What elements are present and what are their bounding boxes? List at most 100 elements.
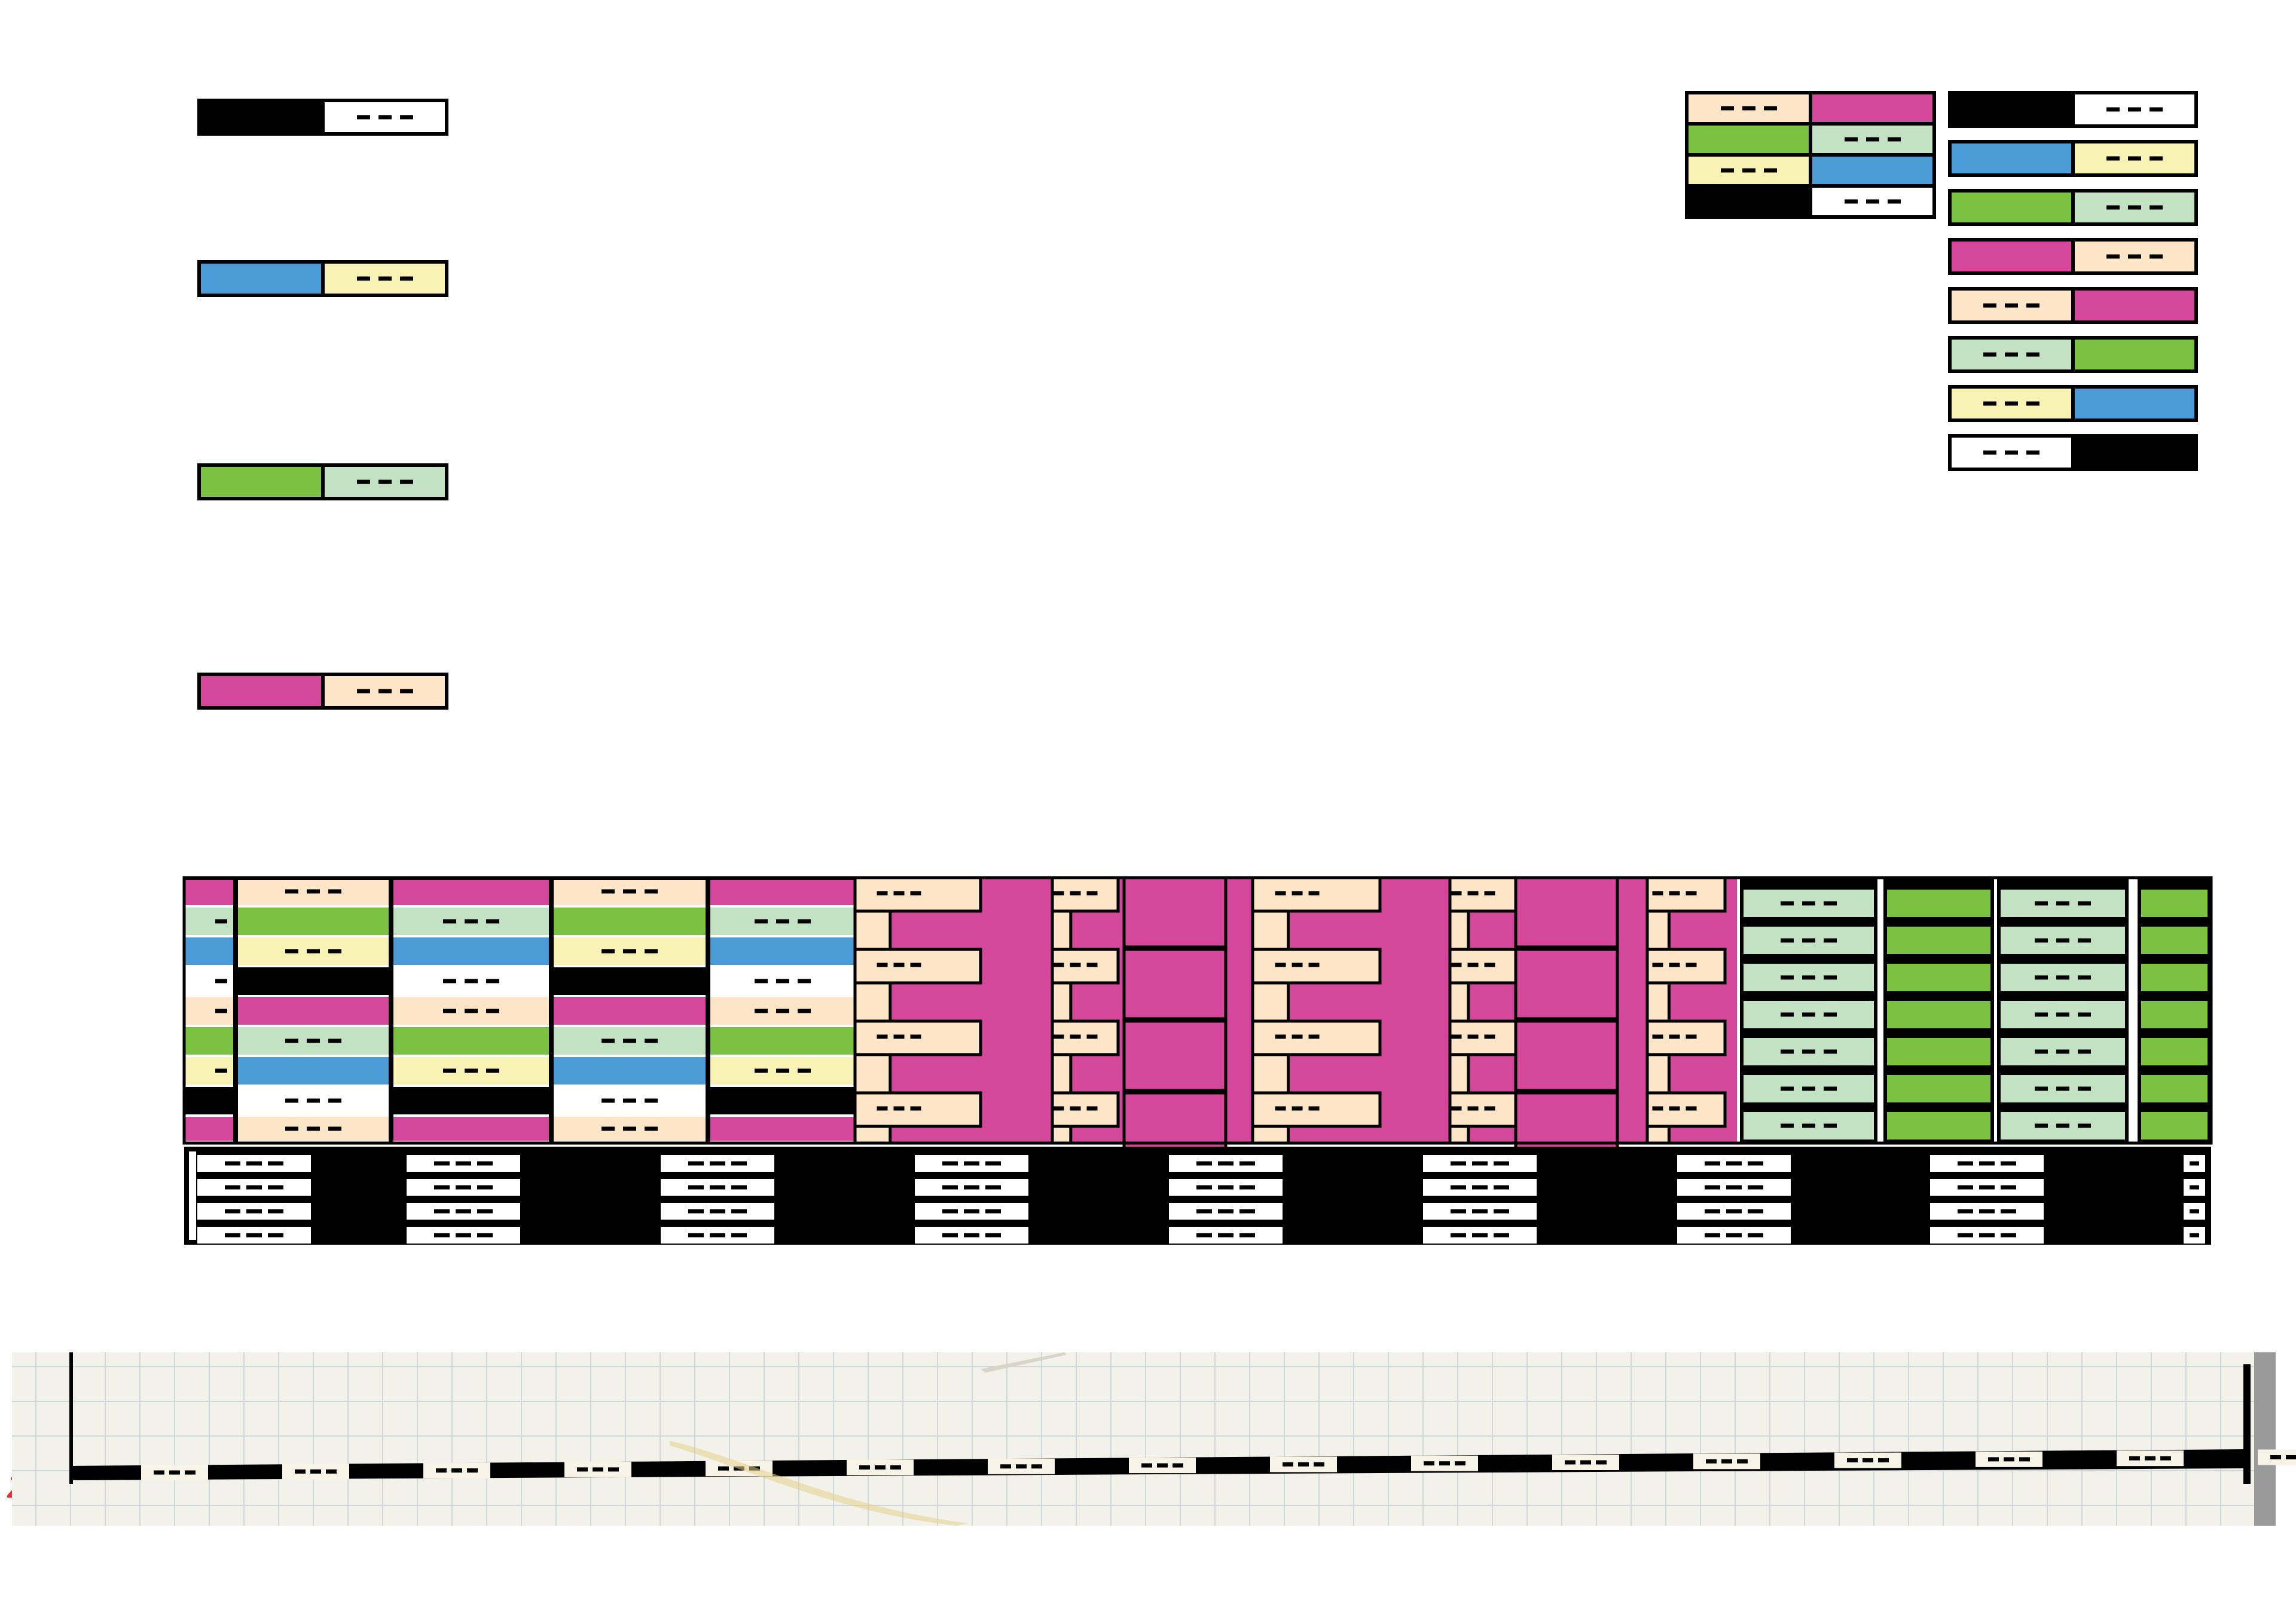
- dashed-swatch: [2071, 143, 2194, 173]
- stripe-cell: [184, 937, 233, 965]
- dash-mark: [798, 1009, 811, 1013]
- solid-swatch: [201, 467, 321, 497]
- dash-mark: [964, 1161, 979, 1166]
- dash-mark: [2078, 1049, 2091, 1054]
- zigzag-step: [1645, 1125, 1671, 1145]
- dash-mark: [268, 1209, 283, 1214]
- dash-mark: [1669, 1106, 1680, 1111]
- dash-mark: [2004, 1457, 2014, 1462]
- dash-mark: [1652, 963, 1663, 967]
- dash-mark: [776, 1068, 789, 1073]
- dash-mark: [1196, 1209, 1212, 1214]
- dashed-swatch: [1689, 157, 1809, 184]
- dash-mark: [910, 1106, 921, 1111]
- dash-mark: [1686, 963, 1697, 967]
- dash-marks: [1720, 106, 1777, 111]
- dash-mark: [1652, 891, 1663, 896]
- dash-mark: [1669, 963, 1680, 967]
- dash-mark: [215, 1009, 227, 1013]
- dash-mark: [718, 1466, 729, 1471]
- dash-mark: [465, 1068, 478, 1073]
- dash-mark: [1878, 1458, 1889, 1463]
- legend-right-row: [1948, 385, 2198, 422]
- dash-mark: [443, 1009, 456, 1013]
- magenta-block: [1514, 1019, 1619, 1092]
- dash-mark: [1847, 1458, 1858, 1463]
- dash-mark: [246, 1233, 262, 1238]
- dash-mark: [328, 1098, 341, 1103]
- dash-mark: [1218, 1161, 1234, 1166]
- zigzag-step: [853, 1125, 892, 1145]
- stripe-divider: [549, 878, 554, 1143]
- dash-mark: [1451, 1233, 1466, 1238]
- solid-swatch: [2071, 438, 2194, 468]
- dash-mark: [1053, 963, 1064, 967]
- stripe-divider: [706, 878, 710, 1143]
- magenta-block: [1514, 948, 1619, 1021]
- dash-mark: [1472, 1161, 1488, 1166]
- dash-mark: [2078, 1086, 2091, 1091]
- zigzag-step: [1645, 1053, 1671, 1095]
- stripe-cell: [238, 997, 389, 1025]
- stripe-cell: [184, 1117, 233, 1141]
- stripe-cell: [554, 997, 706, 1025]
- dash-mark: [1748, 1185, 1763, 1190]
- dash-mark: [215, 1068, 227, 1073]
- stripe-cell: [184, 1027, 233, 1055]
- dash-mark: [1669, 1034, 1680, 1039]
- dash-mark: [776, 1009, 789, 1013]
- ladder-rung: [1887, 1001, 1990, 1028]
- paper-stain: [670, 1441, 969, 1526]
- dash-mark: [1958, 1185, 1973, 1190]
- dashed-swatch: [1809, 188, 1932, 215]
- dash-marks: [1844, 199, 1901, 204]
- ladder-rung: [1887, 1075, 1990, 1102]
- dash-mark: [645, 1126, 658, 1131]
- dash-mark: [602, 889, 615, 894]
- dash-mark: [755, 919, 768, 924]
- dash-mark: [1472, 1185, 1488, 1190]
- dashed-swatch: [321, 676, 445, 706]
- dash-mark: [268, 1161, 283, 1166]
- dashed-swatch: [2071, 242, 2194, 271]
- dash-marks: [1983, 450, 2039, 455]
- solid-swatch: [2071, 291, 2194, 320]
- dash-mark: [2078, 975, 2091, 980]
- legend-right-row: [1948, 91, 2198, 128]
- dash-mark: [1824, 1123, 1837, 1128]
- dash-mark: [465, 1009, 478, 1013]
- dash-mark: [1141, 1463, 1152, 1468]
- dash-mark: [1721, 1459, 1732, 1464]
- stripe-cell: [710, 1027, 855, 1055]
- dash-mark: [645, 889, 658, 894]
- solid-swatch: [201, 264, 321, 294]
- dash-mark: [1802, 1086, 1815, 1091]
- dash-mark: [2056, 938, 2069, 943]
- dash-mark: [608, 1467, 619, 1472]
- dash-mark: [623, 1126, 636, 1131]
- dash-mark: [1292, 1034, 1303, 1039]
- dash-mark: [436, 1468, 447, 1473]
- dash-mark: [1596, 1460, 1607, 1465]
- dash-mark: [1467, 1106, 1479, 1111]
- dash-mark: [169, 1470, 180, 1475]
- dash-mark: [1958, 1209, 1973, 1214]
- dash-mark: [1218, 1233, 1234, 1238]
- dash-mark: [1467, 891, 1479, 896]
- stripe-cell: [554, 967, 706, 995]
- solid-swatch: [1952, 193, 2071, 222]
- zigzag-step: [1251, 981, 1290, 1023]
- dash-mark: [893, 891, 905, 896]
- dash-mark: [1781, 975, 1794, 980]
- dash-mark: [246, 1161, 262, 1166]
- ladder-rung: [2141, 927, 2208, 954]
- dash-mark: [1580, 1460, 1591, 1465]
- dash-mark: [1988, 1457, 1999, 1462]
- dash-mark: [985, 1233, 1001, 1238]
- dash-mark: [602, 1126, 615, 1131]
- legend-right-row: [1948, 336, 2198, 373]
- dash-mark: [215, 979, 227, 983]
- dash-mark: [985, 1161, 1001, 1166]
- dash-mark: [1705, 1161, 1720, 1166]
